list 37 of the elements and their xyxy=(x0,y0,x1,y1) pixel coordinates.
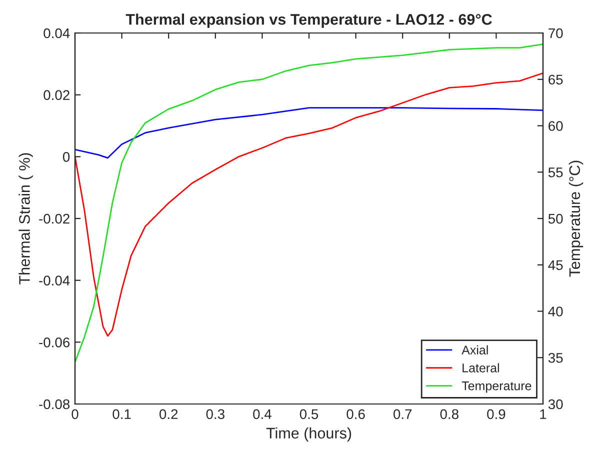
x-tick-label: 0.8 xyxy=(440,409,458,420)
y-tick-label: -0.02 xyxy=(39,214,70,224)
y2-tick-label: 65 xyxy=(548,74,563,85)
y-tick-label: -0.04 xyxy=(39,276,70,286)
y-tick-label: 0 xyxy=(62,152,70,162)
x-tick-label: 0.6 xyxy=(346,409,365,420)
y2-tick-label: 60 xyxy=(548,121,563,131)
chart-title: Thermal expansion vs Temperature - LAO12 - 69°C xyxy=(126,14,492,28)
x-axis-title: Time (hours) xyxy=(266,427,352,442)
y-tick-label: -0.08 xyxy=(39,399,70,410)
y-tick-label: 0.04 xyxy=(44,28,70,38)
line-series xyxy=(75,72,543,337)
x-tick-label: 0.2 xyxy=(159,409,178,420)
x-tick-label: 0.5 xyxy=(300,409,318,420)
y2-tick-label: 35 xyxy=(548,352,563,363)
x-tick-label: 0.7 xyxy=(393,409,412,420)
y-tick-label: 0.02 xyxy=(44,90,70,100)
y2-tick-label: 70 xyxy=(548,28,563,38)
y2-tick-label: 45 xyxy=(548,260,563,270)
y2-tick-label: 40 xyxy=(548,306,563,316)
x-tick-label: 0.3 xyxy=(206,409,224,420)
line-series xyxy=(75,43,543,363)
y2-axis-title: Temperature (°C) xyxy=(568,160,584,277)
legend-label: Axial xyxy=(462,345,488,354)
x-tick-label: 0 xyxy=(72,409,78,420)
x-tick-label: 0.1 xyxy=(112,409,131,420)
y2-tick-label: 30 xyxy=(548,399,563,410)
x-tick-label: 0.4 xyxy=(253,409,272,420)
x-tick-label: 1 xyxy=(540,409,546,419)
y2-tick-label: 50 xyxy=(548,214,563,224)
y-axis-title: Thermal Strain ( %) xyxy=(18,153,33,284)
y-tick-label: -0.06 xyxy=(39,338,70,348)
legend-label: Lateral xyxy=(462,363,499,372)
x-tick-label: 0.9 xyxy=(487,409,506,420)
y2-tick-label: 55 xyxy=(548,168,563,178)
line-series xyxy=(75,107,543,159)
legend-label: Temperature xyxy=(462,382,532,393)
